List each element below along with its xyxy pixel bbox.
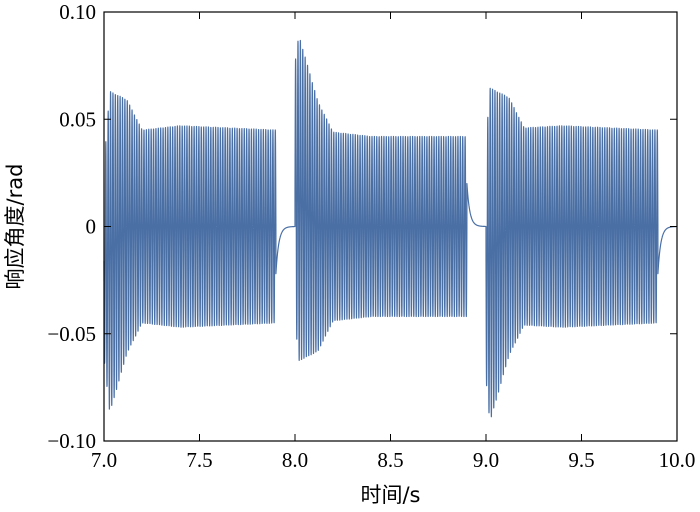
series-layer [103,39,678,418]
x-tick-label: 7.5 [186,448,212,472]
y-tick-label: 0.10 [59,0,96,24]
x-tick-label: 9.5 [568,448,594,472]
y-tick-label: −0.05 [47,322,96,346]
y-tick-label: 0.05 [59,107,96,131]
y-tick-label: −0.10 [47,429,96,453]
x-tick-label: 7.0 [91,448,117,472]
y-axis-title: 响应角度/rad [3,164,27,290]
x-axis-title: 时间/s [360,483,420,507]
x-tick-label: 8.0 [282,448,308,472]
x-tick-label: 8.5 [377,448,403,472]
response-angle-series-line [103,39,678,418]
x-tick-label: 9.0 [473,448,499,472]
tick-layer: 7.0 7.5 8.0 8.5 9.0 9.5 10.0 0.10 0.05 0 −0.05 −0.1… [47,0,695,472]
y-tick-label: 0 [86,215,97,239]
x-tick-label: 10.0 [659,448,696,472]
